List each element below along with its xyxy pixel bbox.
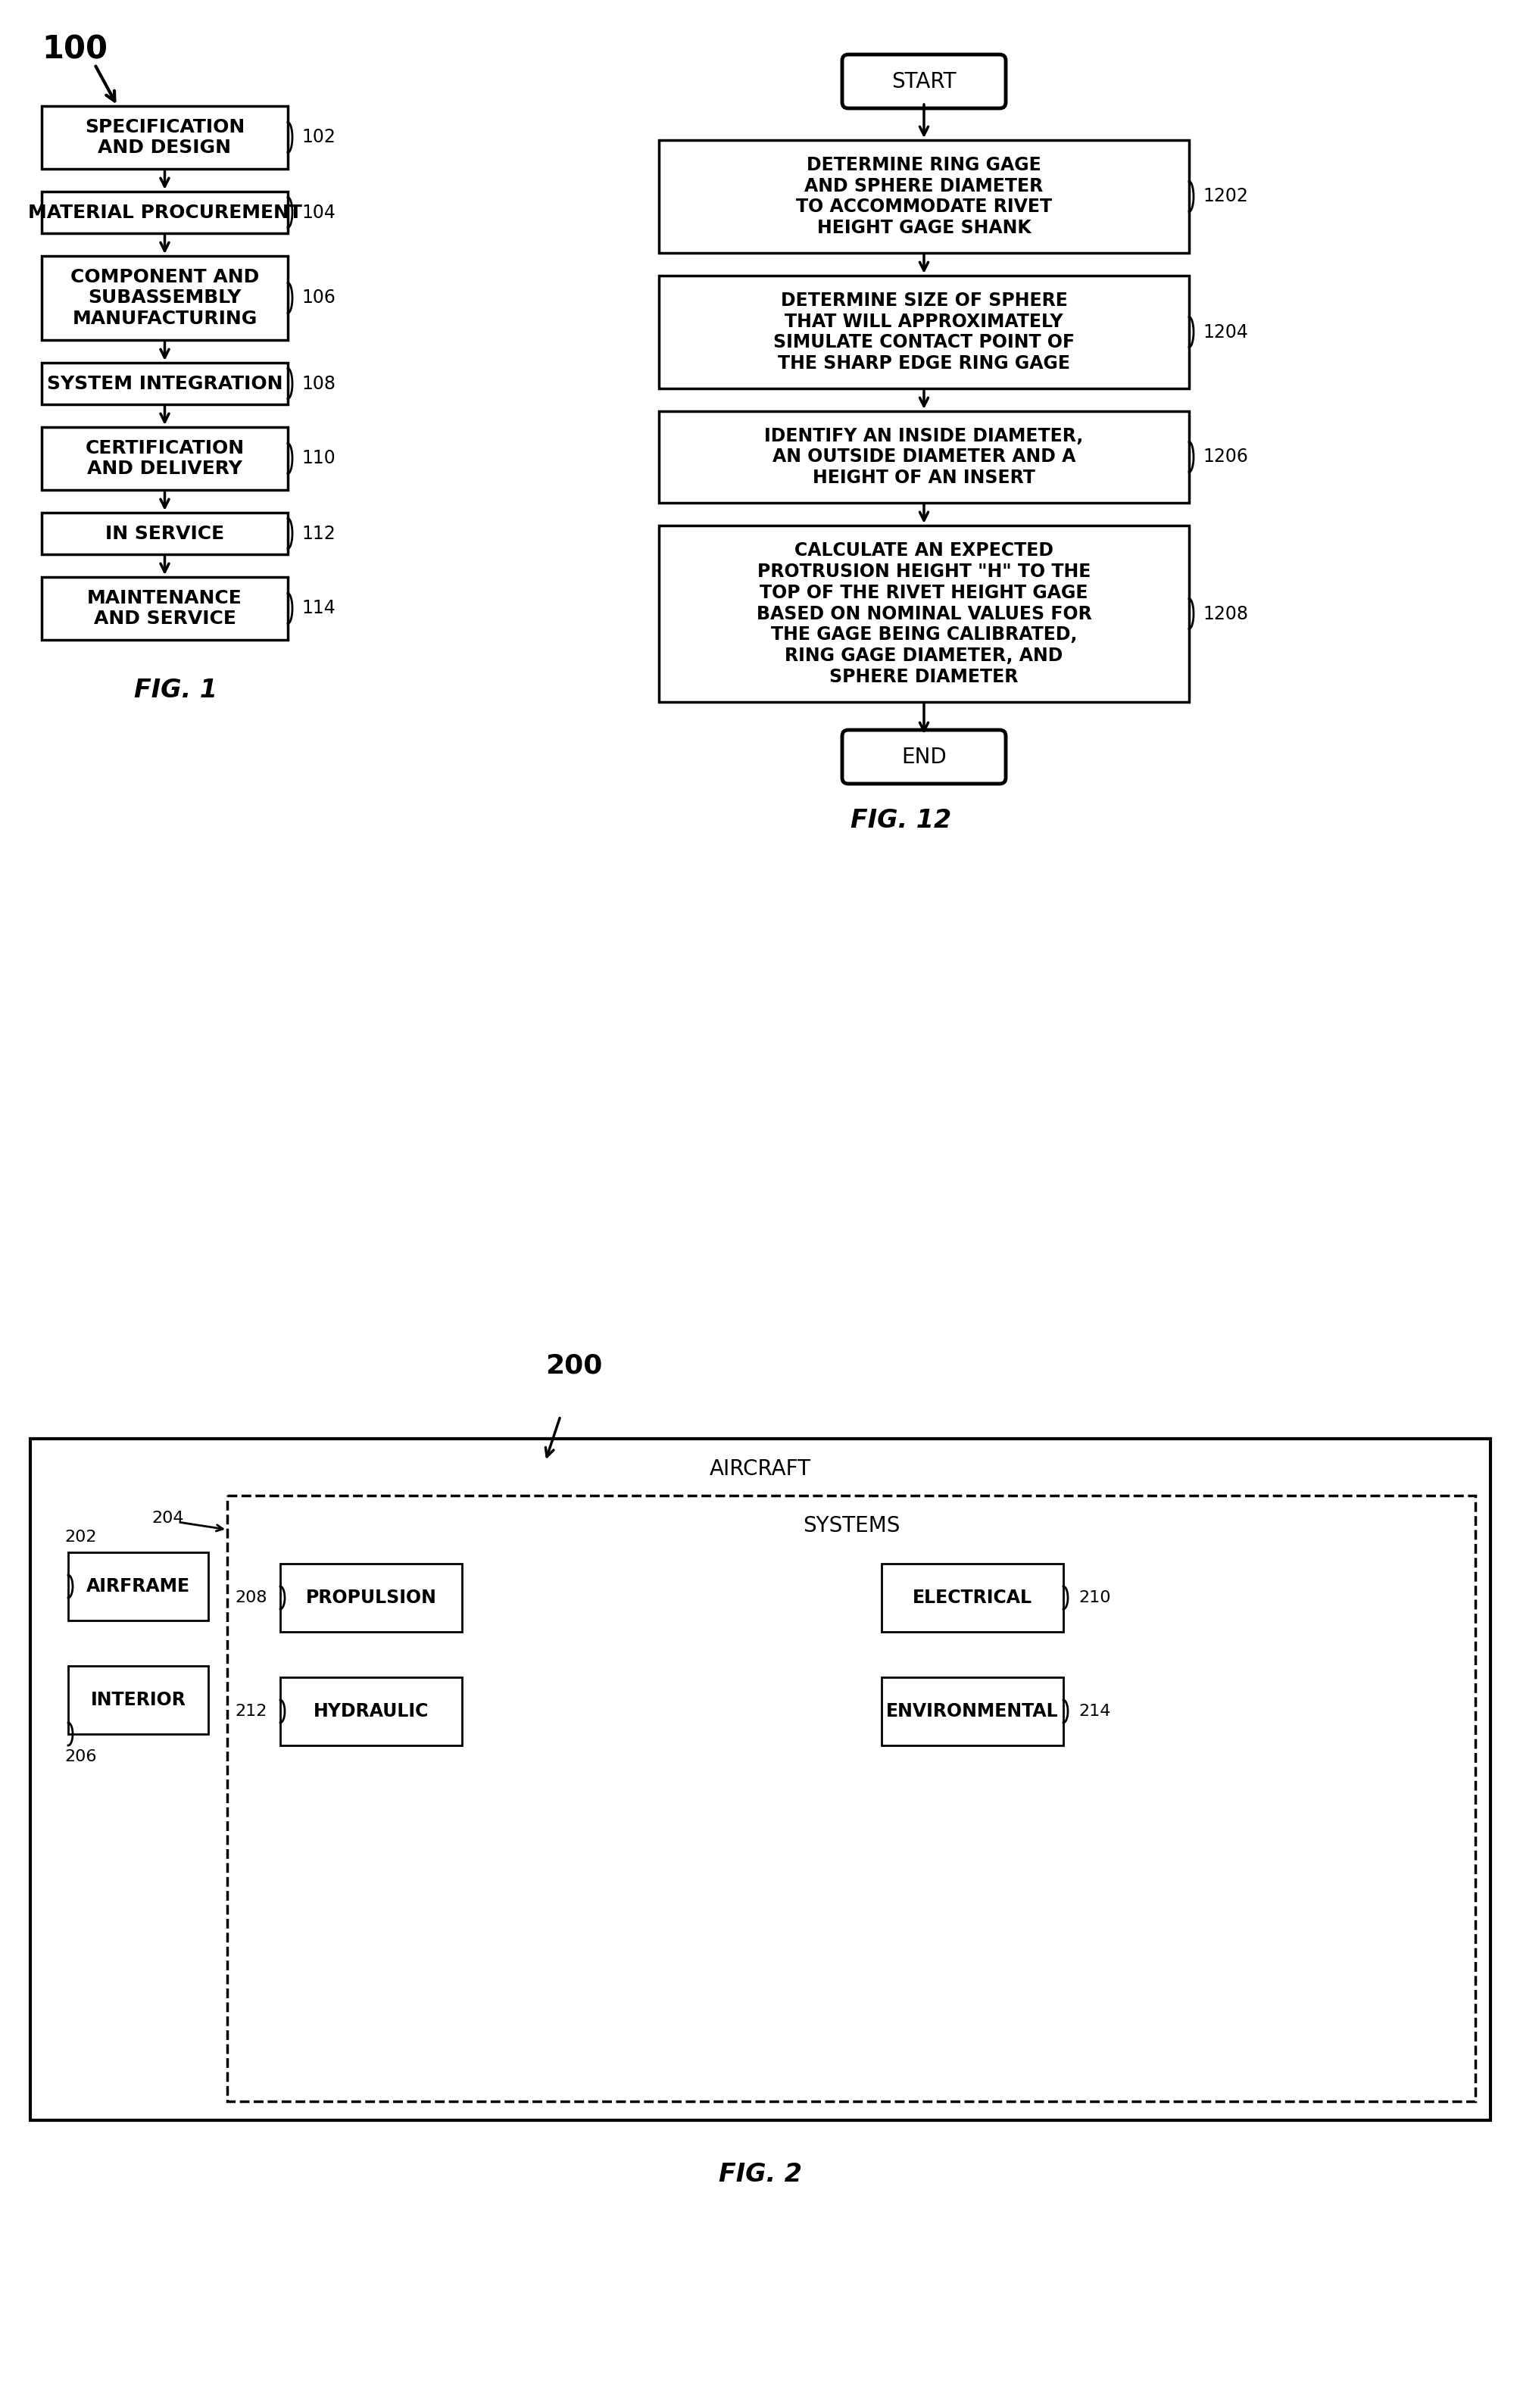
Text: PROPULSION: PROPULSION bbox=[306, 1589, 436, 1606]
Text: 100: 100 bbox=[41, 34, 108, 65]
FancyBboxPatch shape bbox=[658, 525, 1189, 703]
Text: IDENTIFY AN INSIDE DIAMETER,
AN OUTSIDE DIAMETER AND A
HEIGHT OF AN INSERT: IDENTIFY AN INSIDE DIAMETER, AN OUTSIDE … bbox=[765, 426, 1082, 486]
Text: 1202: 1202 bbox=[1202, 188, 1248, 205]
FancyBboxPatch shape bbox=[41, 193, 287, 234]
FancyBboxPatch shape bbox=[41, 106, 287, 169]
Text: 110: 110 bbox=[301, 450, 334, 467]
FancyBboxPatch shape bbox=[842, 55, 1005, 108]
Text: CERTIFICATION
AND DELIVERY: CERTIFICATION AND DELIVERY bbox=[85, 438, 245, 479]
Text: 1206: 1206 bbox=[1202, 448, 1248, 467]
Text: INTERIOR: INTERIOR bbox=[91, 1690, 185, 1710]
Text: 1204: 1204 bbox=[1202, 323, 1248, 342]
FancyBboxPatch shape bbox=[842, 730, 1005, 783]
Text: 200: 200 bbox=[546, 1353, 602, 1377]
FancyBboxPatch shape bbox=[68, 1553, 208, 1621]
FancyBboxPatch shape bbox=[41, 578, 287, 641]
FancyBboxPatch shape bbox=[30, 1438, 1490, 2121]
Text: 108: 108 bbox=[301, 376, 336, 393]
Text: 214: 214 bbox=[1078, 1705, 1110, 1719]
Text: ELECTRICAL: ELECTRICAL bbox=[912, 1589, 1032, 1606]
Text: END: END bbox=[901, 746, 945, 768]
Text: IN SERVICE: IN SERVICE bbox=[105, 525, 223, 542]
Text: FIG. 2: FIG. 2 bbox=[719, 2162, 801, 2186]
Text: 104: 104 bbox=[301, 202, 336, 222]
Text: AIRFRAME: AIRFRAME bbox=[87, 1577, 190, 1597]
FancyBboxPatch shape bbox=[658, 140, 1189, 253]
Text: CALCULATE AN EXPECTED
PROTRUSION HEIGHT "H" TO THE
TOP OF THE RIVET HEIGHT GAGE
: CALCULATE AN EXPECTED PROTRUSION HEIGHT … bbox=[755, 542, 1091, 686]
Text: SPECIFICATION
AND DESIGN: SPECIFICATION AND DESIGN bbox=[85, 118, 245, 157]
FancyBboxPatch shape bbox=[41, 364, 287, 405]
Text: 206: 206 bbox=[64, 1748, 96, 1765]
FancyBboxPatch shape bbox=[41, 255, 287, 340]
Text: DETERMINE SIZE OF SPHERE
THAT WILL APPROXIMATELY
SIMULATE CONTACT POINT OF
THE S: DETERMINE SIZE OF SPHERE THAT WILL APPRO… bbox=[772, 291, 1075, 373]
Text: 114: 114 bbox=[301, 600, 334, 616]
Text: HYDRAULIC: HYDRAULIC bbox=[313, 1702, 429, 1719]
Text: 102: 102 bbox=[301, 128, 336, 147]
FancyBboxPatch shape bbox=[68, 1666, 208, 1734]
FancyBboxPatch shape bbox=[658, 275, 1189, 388]
FancyBboxPatch shape bbox=[658, 412, 1189, 503]
Text: MATERIAL PROCUREMENT: MATERIAL PROCUREMENT bbox=[27, 202, 301, 222]
Text: DETERMINE RING GAGE
AND SPHERE DIAMETER
TO ACCOMMODATE RIVET
HEIGHT GAGE SHANK: DETERMINE RING GAGE AND SPHERE DIAMETER … bbox=[795, 157, 1052, 236]
Text: ENVIRONMENTAL: ENVIRONMENTAL bbox=[886, 1702, 1058, 1719]
Text: SYSTEM INTEGRATION: SYSTEM INTEGRATION bbox=[47, 376, 283, 393]
FancyBboxPatch shape bbox=[882, 1563, 1062, 1633]
FancyBboxPatch shape bbox=[41, 426, 287, 489]
Text: AIRCRAFT: AIRCRAFT bbox=[710, 1459, 810, 1479]
Text: 112: 112 bbox=[301, 525, 334, 542]
FancyBboxPatch shape bbox=[226, 1495, 1474, 2102]
Text: 208: 208 bbox=[234, 1589, 268, 1606]
Text: 210: 210 bbox=[1078, 1589, 1110, 1606]
Text: SYSTEMS: SYSTEMS bbox=[803, 1515, 900, 1536]
FancyBboxPatch shape bbox=[280, 1563, 462, 1633]
FancyBboxPatch shape bbox=[41, 513, 287, 554]
Text: 106: 106 bbox=[301, 289, 336, 308]
Text: COMPONENT AND
SUBASSEMBLY
MANUFACTURING: COMPONENT AND SUBASSEMBLY MANUFACTURING bbox=[70, 267, 258, 327]
Text: START: START bbox=[891, 70, 956, 92]
Text: MAINTENANCE
AND SERVICE: MAINTENANCE AND SERVICE bbox=[87, 590, 242, 628]
Text: 202: 202 bbox=[64, 1529, 96, 1546]
Text: FIG. 1: FIG. 1 bbox=[134, 677, 217, 703]
Text: 204: 204 bbox=[152, 1510, 184, 1527]
Text: FIG. 12: FIG. 12 bbox=[850, 809, 952, 833]
FancyBboxPatch shape bbox=[280, 1678, 462, 1746]
Text: 1208: 1208 bbox=[1202, 604, 1248, 624]
FancyBboxPatch shape bbox=[882, 1678, 1062, 1746]
Text: 212: 212 bbox=[234, 1705, 266, 1719]
